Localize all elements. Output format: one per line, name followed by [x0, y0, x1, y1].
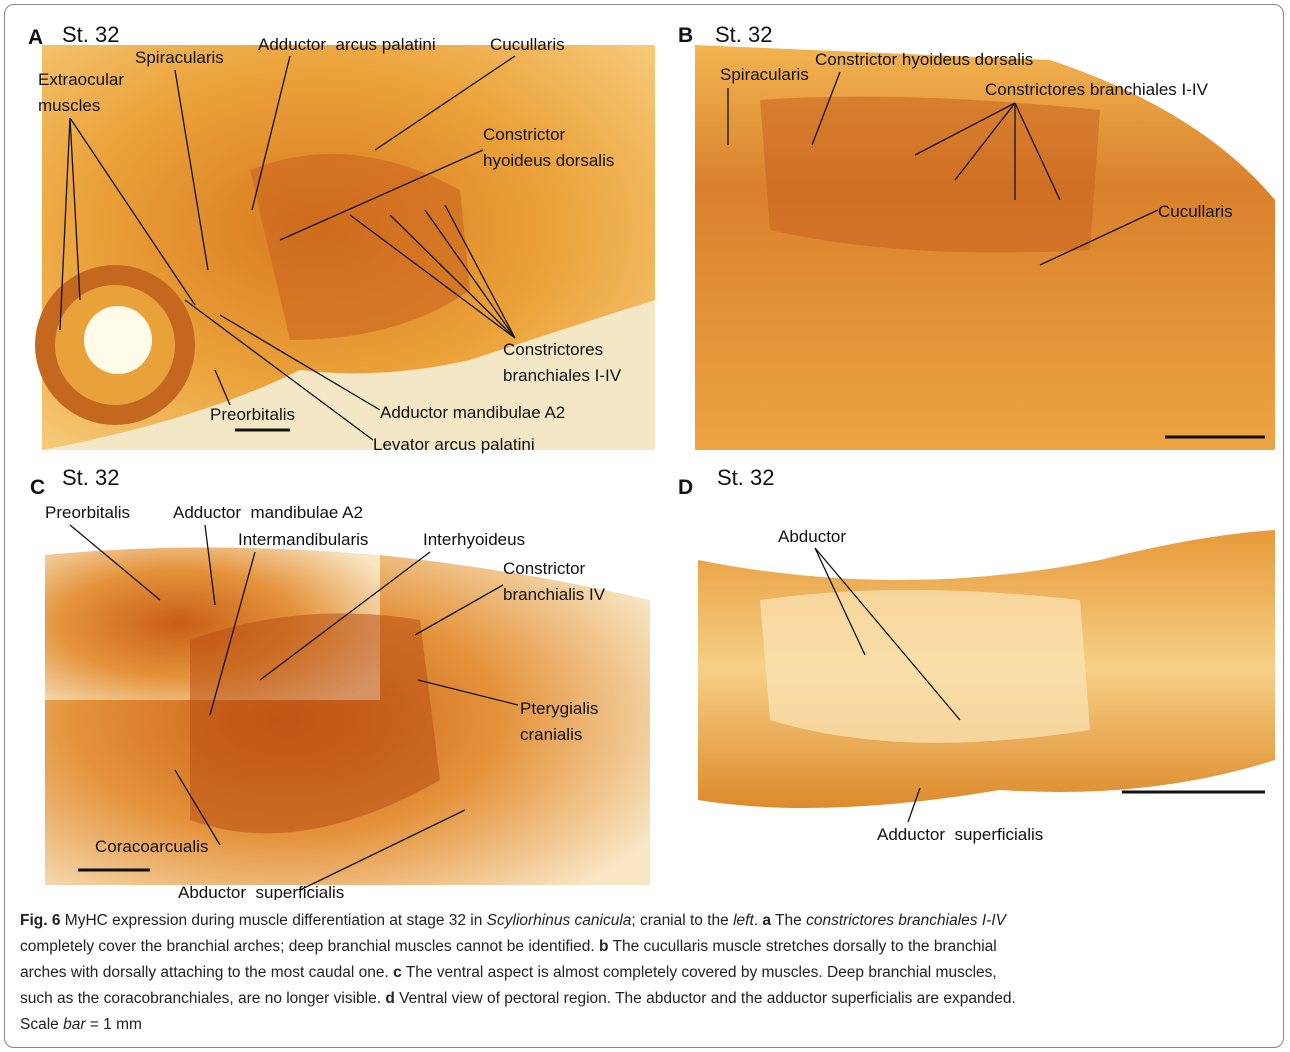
caption-text: The	[771, 912, 806, 929]
figure: A St. 32 Extraocular muscles Spiracularis Add…	[0, 0, 1290, 900]
panel-letter: D	[678, 476, 693, 499]
label: Preorbitalis	[210, 405, 295, 424]
label: Constrictor hyoideus dorsalis	[815, 50, 1033, 69]
panel-letter: C	[30, 476, 45, 499]
caption-text: Fig. 6	[20, 912, 60, 929]
photo-d	[698, 530, 1275, 808]
panel-letter: B	[678, 24, 693, 47]
caption: Fig. 6 MyHC expression during muscle dif…	[20, 908, 1275, 1038]
caption-text: The ventral aspect is almost completely …	[402, 964, 997, 981]
label: Spiracularis	[135, 48, 224, 67]
caption-text: left	[733, 912, 754, 929]
caption-line: Scale bar = 1 mm	[20, 1012, 1275, 1038]
caption-text: completely cover the branchial arches; d…	[20, 938, 599, 955]
caption-text: bar	[63, 1016, 85, 1033]
label: Extraocular	[38, 70, 124, 89]
caption-line: Fig. 6 MyHC expression during muscle dif…	[20, 908, 1275, 934]
label: Adductor mandibulae A2	[173, 503, 363, 522]
caption-text: Scale	[20, 1016, 63, 1033]
label: Interhyoideus	[423, 530, 525, 549]
label: hyoideus dorsalis	[483, 151, 614, 170]
photo-b	[695, 45, 1275, 450]
caption-text: = 1 mm	[86, 1016, 142, 1033]
caption-line: such as the coracobranchiales, are no lo…	[20, 986, 1275, 1012]
label: Pterygialis	[520, 699, 598, 718]
label: Levator arcus palatini	[373, 435, 535, 454]
label: Constrictores	[503, 340, 603, 359]
label: Coracoarcualis	[95, 837, 208, 856]
label: Adductor mandibulae A2	[380, 403, 565, 422]
panel-stage: St. 32	[715, 22, 772, 47]
caption-text: arches with dorsally attaching to the mo…	[20, 964, 393, 981]
label: Intermandibularis	[238, 530, 368, 549]
label: Adductor superficialis	[877, 825, 1043, 844]
caption-text: The cucullaris muscle stretches dorsally…	[608, 938, 996, 955]
label: cranialis	[520, 725, 582, 744]
caption-line: completely cover the branchial arches; d…	[20, 934, 1275, 960]
caption-text: Ventral view of pectoral region. The abd…	[395, 990, 1016, 1007]
caption-text: d	[385, 990, 394, 1007]
label: Cucullaris	[490, 35, 565, 54]
panel-stage: St. 32	[62, 465, 119, 490]
label: Adductor arcus palatini	[258, 35, 436, 54]
label: Constrictor	[503, 559, 586, 578]
caption-text: such as the coracobranchiales, are no lo…	[20, 990, 385, 1007]
label: Constrictor	[483, 125, 566, 144]
caption-text: c	[393, 964, 402, 981]
panel-letter: A	[28, 26, 43, 49]
caption-text: MyHC expression during muscle differenti…	[60, 912, 486, 929]
label: muscles	[38, 96, 100, 115]
caption-text: a	[762, 912, 771, 929]
label: Cucullaris	[1158, 202, 1233, 221]
label: Spiracularis	[720, 65, 809, 84]
label: Constrictores branchiales I-IV	[985, 80, 1209, 99]
caption-line: arches with dorsally attaching to the mo…	[20, 960, 1275, 986]
label: branchiales I-IV	[503, 366, 622, 385]
panel-stage: St. 32	[717, 465, 774, 490]
panel-stage: St. 32	[62, 22, 119, 47]
label: Abductor	[778, 527, 846, 546]
label: branchialis IV	[503, 585, 606, 604]
label: Preorbitalis	[45, 503, 130, 522]
label: Abductor superficialis	[178, 883, 344, 900]
caption-text: constrictores branchiales I-IV	[806, 912, 1006, 929]
caption-text: Scyliorhinus canicula	[487, 912, 632, 929]
caption-text: ; cranial to the	[631, 912, 733, 929]
